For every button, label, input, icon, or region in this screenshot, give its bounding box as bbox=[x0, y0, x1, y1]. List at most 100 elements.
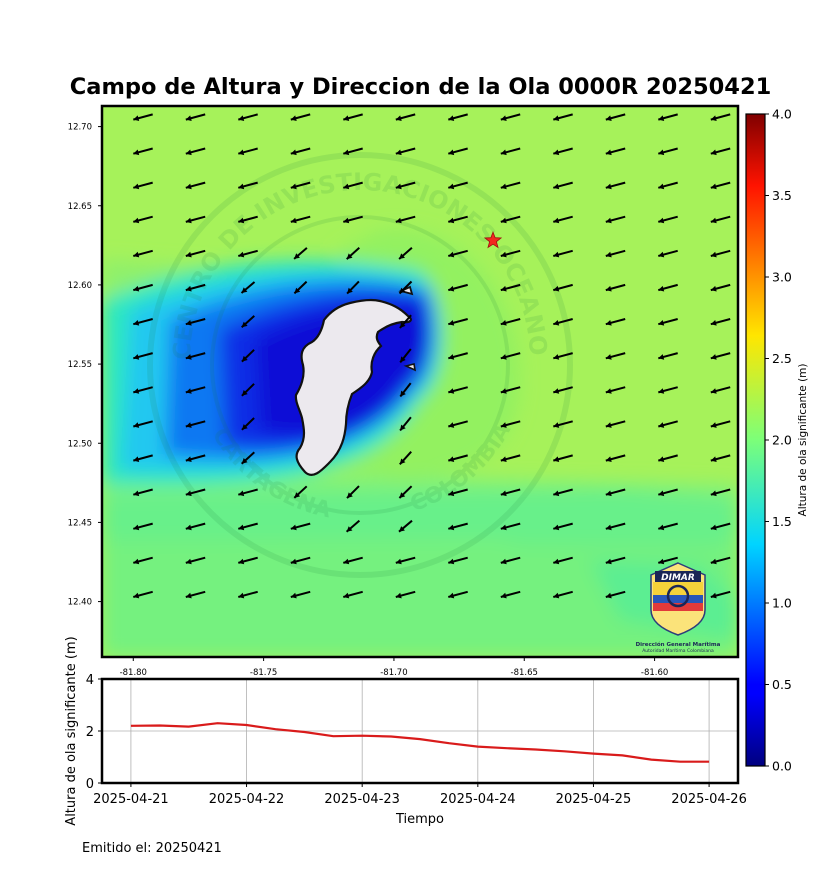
direction-arrow-head bbox=[710, 524, 717, 531]
direction-arrow-head bbox=[500, 183, 507, 190]
logo-line2: Autoridad Marítima Colombiana bbox=[642, 647, 714, 654]
direction-arrow-head bbox=[710, 115, 717, 121]
direction-arrow-head bbox=[185, 388, 192, 394]
direction-arrow-head bbox=[500, 354, 507, 360]
timeseries-x-tick-label: 2025-04-22 bbox=[209, 792, 285, 807]
timeseries-line bbox=[130, 722, 710, 763]
direction-arrow-head bbox=[290, 217, 297, 224]
direction-arrow-head bbox=[343, 183, 350, 190]
direction-arrow-head bbox=[448, 592, 455, 599]
map-y-tick-label: 12.50 bbox=[68, 439, 92, 449]
dimar-logo: DIMAR Dirección General Marítima Autorid… bbox=[636, 562, 721, 654]
colorbar-tick-label: 1.0 bbox=[772, 596, 792, 611]
direction-arrow-head bbox=[605, 422, 612, 428]
direction-arrow-head bbox=[448, 558, 455, 565]
direction-arrow-head bbox=[658, 217, 665, 224]
direction-arrow-head bbox=[500, 422, 507, 428]
direction-arrow-head bbox=[133, 456, 140, 462]
direction-arrow-head bbox=[400, 390, 406, 397]
colorbar-tick-label: 0.0 bbox=[772, 759, 792, 774]
direction-arrow-head bbox=[710, 251, 717, 258]
direction-arrow-head bbox=[658, 149, 665, 156]
direction-arrow-head bbox=[343, 149, 350, 156]
direction-arrow-head bbox=[343, 592, 350, 599]
direction-arrow-head bbox=[605, 115, 612, 121]
direction-arrow-head bbox=[448, 354, 455, 360]
direction-arrow-head bbox=[238, 115, 245, 121]
map-y-tick-label: 12.45 bbox=[68, 518, 92, 528]
direction-arrow-head bbox=[238, 217, 245, 224]
direction-arrow-head bbox=[347, 287, 353, 294]
direction-arrow-head bbox=[553, 320, 560, 326]
direction-arrow-head bbox=[448, 524, 455, 531]
colorbar-label: Altura de ola significante (m) bbox=[797, 364, 809, 517]
direction-arrow-head bbox=[553, 285, 560, 292]
direction-arrow-head bbox=[133, 115, 140, 121]
direction-arrow-head bbox=[658, 456, 665, 462]
timeseries-y-axis: 0 2 4 bbox=[86, 673, 102, 792]
direction-arrow-head bbox=[553, 115, 560, 121]
direction-arrow-head bbox=[185, 183, 192, 190]
direction-arrow-head bbox=[710, 422, 717, 428]
direction-arrow-head bbox=[553, 592, 560, 599]
direction-arrow-head bbox=[448, 456, 455, 462]
islet-east bbox=[403, 363, 417, 372]
direction-arrow-head bbox=[605, 558, 612, 565]
direction-arrow-head bbox=[185, 558, 192, 565]
map-y-tick-label: 12.55 bbox=[68, 360, 92, 370]
direction-arrow-head bbox=[241, 424, 248, 430]
direction-arrow-head bbox=[133, 217, 140, 224]
direction-arrow-head bbox=[346, 253, 353, 260]
direction-arrow-head bbox=[241, 321, 248, 328]
direction-arrow-head bbox=[133, 149, 140, 156]
direction-arrow-head bbox=[185, 251, 192, 258]
direction-arrow-head bbox=[400, 356, 406, 363]
direction-arrow-head bbox=[290, 149, 297, 156]
direction-arrow-head bbox=[605, 217, 612, 224]
direction-arrow-head bbox=[290, 524, 297, 531]
direction-arrow-head bbox=[400, 424, 406, 431]
map-y-tick-label: 12.40 bbox=[68, 598, 92, 608]
direction-arrow-head bbox=[294, 492, 301, 498]
islet-north bbox=[398, 285, 414, 296]
direction-arrow-head bbox=[710, 388, 717, 394]
direction-arrow-head bbox=[448, 251, 455, 258]
direction-arrow-head bbox=[553, 558, 560, 565]
direction-arrow-head bbox=[448, 320, 455, 326]
direction-arrow-head bbox=[500, 149, 507, 156]
direction-arrow-head bbox=[553, 490, 560, 497]
timeseries-x-tick-label: 2025-04-21 bbox=[93, 792, 169, 807]
colorbar-tick-label: 2.5 bbox=[772, 351, 792, 366]
timeseries-y-tick-label: 2 bbox=[86, 725, 94, 740]
direction-arrow-head bbox=[553, 251, 560, 258]
direction-arrow-head bbox=[710, 354, 717, 360]
direction-arrow-head bbox=[710, 456, 717, 462]
direction-arrow-head bbox=[238, 558, 245, 565]
timeseries-ylabel: Altura de ola significante (m) bbox=[64, 636, 79, 825]
direction-arrow-head bbox=[553, 217, 560, 224]
direction-arrow-head bbox=[241, 458, 248, 464]
direction-arrow-head bbox=[605, 320, 612, 326]
direction-arrow-head bbox=[343, 558, 350, 565]
colorbar-tick-label: 3.0 bbox=[772, 270, 792, 285]
direction-arrow-head bbox=[238, 183, 245, 190]
direction-arrow-head bbox=[710, 592, 717, 599]
direction-arrow-head bbox=[448, 149, 455, 156]
direction-arrow-head bbox=[658, 285, 665, 292]
timeseries-x-tick-label: 2025-04-26 bbox=[671, 792, 747, 807]
issued-date: Emitido el: 20250421 bbox=[82, 841, 222, 856]
direction-arrow-head bbox=[710, 490, 717, 497]
direction-arrow-head bbox=[605, 149, 612, 156]
direction-arrow-head bbox=[133, 558, 140, 565]
direction-arrow-head bbox=[710, 183, 717, 190]
direction-arrow-head bbox=[185, 149, 192, 156]
direction-arrow-head bbox=[133, 251, 140, 258]
direction-arrow-head bbox=[294, 253, 300, 259]
direction-arrow-head bbox=[658, 354, 665, 360]
direction-arrow-head bbox=[185, 422, 192, 428]
direction-arrow-head bbox=[133, 285, 140, 292]
direction-arrow-head bbox=[238, 524, 245, 531]
direction-arrow-head bbox=[605, 354, 612, 360]
direction-arrow-head bbox=[448, 490, 455, 497]
